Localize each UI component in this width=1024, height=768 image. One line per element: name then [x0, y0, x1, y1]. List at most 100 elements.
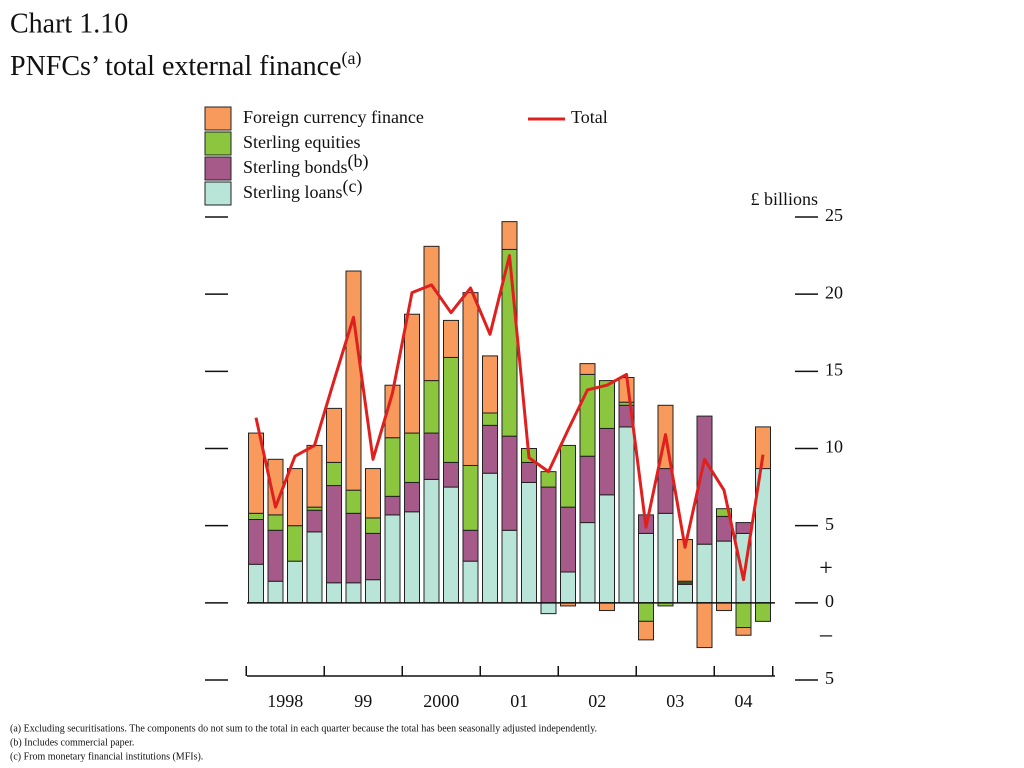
bar-segment — [423, 432, 440, 480]
legend-swatch — [204, 181, 232, 206]
legend-label: Sterling loans(c) — [243, 176, 362, 202]
bar-segment — [579, 522, 596, 604]
bar-segment — [365, 579, 381, 604]
x-tick-label: 03 — [666, 691, 684, 711]
subtitle-text: PNFCs’ total external finance — [10, 51, 342, 82]
bar-segment — [482, 355, 498, 414]
bar-segment — [404, 481, 420, 513]
y-tick-label: 5 — [825, 514, 834, 534]
bar-segment — [755, 426, 771, 470]
x-tick-label: 99 — [354, 691, 372, 711]
bar-segment — [638, 532, 654, 604]
bar-segment — [423, 380, 440, 434]
legend-swatch — [204, 131, 232, 156]
bar-segment — [384, 514, 401, 604]
unit-label: £ billions — [750, 189, 818, 209]
bar-segment — [482, 472, 498, 604]
bar-segment — [462, 529, 479, 562]
bar-segment — [579, 363, 596, 375]
bar-segment — [579, 455, 596, 524]
bar-segment — [540, 486, 557, 604]
bar-segment — [501, 435, 518, 531]
bar-segment — [696, 543, 713, 604]
legend-label: Total — [571, 107, 608, 127]
legend-text: Sterling bonds — [243, 157, 348, 177]
legend-swatch — [204, 106, 232, 131]
bar-segment — [306, 444, 323, 508]
legend-label: Sterling bonds(b) — [243, 151, 369, 177]
y-tick-label: 5 — [825, 668, 834, 688]
legend-text: Sterling loans — [243, 182, 343, 202]
bar-segment — [482, 412, 498, 426]
bar-segment — [462, 464, 479, 531]
bar-segment — [540, 471, 557, 488]
legend-note: (b) — [348, 151, 369, 172]
footnote: (b) Includes commercial paper. — [10, 737, 134, 748]
bar-segment — [248, 432, 264, 514]
bar-segment — [599, 602, 615, 612]
bar-segment — [267, 580, 284, 604]
bar-segment — [423, 245, 440, 382]
bar-segment — [482, 424, 498, 474]
bar-segment — [287, 560, 303, 604]
bar-segment — [365, 468, 381, 519]
bar-segment — [657, 468, 674, 514]
footnote: (c) From monetary financial institutions… — [10, 751, 203, 762]
bar-segment — [735, 522, 752, 534]
bar-segment — [677, 583, 693, 604]
chart-subtitle: PNFCs’ total external finance(a) — [10, 48, 362, 82]
bar-segment — [599, 427, 615, 496]
bar-segment — [248, 512, 264, 520]
x-tick-label: 1998 — [267, 691, 303, 711]
bar-segment — [443, 486, 459, 604]
total-line — [254, 254, 765, 582]
bar-segment — [384, 437, 401, 497]
bar-segment — [248, 518, 264, 565]
bar-segment — [755, 602, 771, 622]
bar-segment — [501, 529, 518, 604]
bar-segment — [287, 525, 303, 562]
bar-segment — [404, 432, 420, 483]
bar-segment — [540, 602, 557, 615]
bar-segment — [462, 560, 479, 604]
bar-segment — [579, 373, 596, 457]
footnote: (a) Excluding securitisations. The compo… — [10, 723, 597, 734]
x-tick-label: 01 — [510, 691, 528, 711]
y-tick-label: 20 — [825, 282, 843, 302]
bar-segment — [365, 532, 381, 581]
legend-label: Foreign currency finance — [243, 107, 424, 127]
bar-segment — [306, 531, 323, 604]
annotation: – — [819, 622, 833, 648]
bar-segment — [462, 292, 479, 466]
chart-title: Chart 1.10 — [10, 8, 128, 39]
bar-segment — [618, 426, 635, 604]
bar-segment — [735, 602, 752, 629]
bar-segment — [560, 571, 576, 604]
bar-segment — [638, 602, 654, 622]
bar-segment — [560, 444, 576, 508]
bar-segment — [365, 517, 381, 534]
legend-label: Sterling equities — [243, 132, 360, 152]
bar-segment — [716, 602, 732, 612]
y-tick-label: 10 — [825, 437, 843, 457]
bar-segment — [404, 511, 420, 604]
bar-segment — [657, 512, 674, 604]
bar-segment — [326, 485, 342, 584]
bar-segment — [267, 514, 284, 531]
bar-segment — [267, 529, 284, 582]
bar-segment — [443, 356, 459, 463]
bar-segment — [248, 563, 264, 604]
y-tick-label: 15 — [825, 359, 843, 379]
bar-segment — [521, 481, 537, 604]
bar-segment — [326, 461, 342, 487]
bar-segment — [696, 602, 713, 649]
legend-note: (c) — [343, 176, 363, 197]
bar-segment — [404, 313, 420, 434]
bar-segment — [501, 221, 518, 250]
bar-segment — [696, 415, 713, 545]
bar-segment — [345, 270, 362, 491]
bar-segment — [560, 506, 576, 573]
bar-segment — [599, 380, 615, 429]
bar-segment — [735, 627, 752, 636]
